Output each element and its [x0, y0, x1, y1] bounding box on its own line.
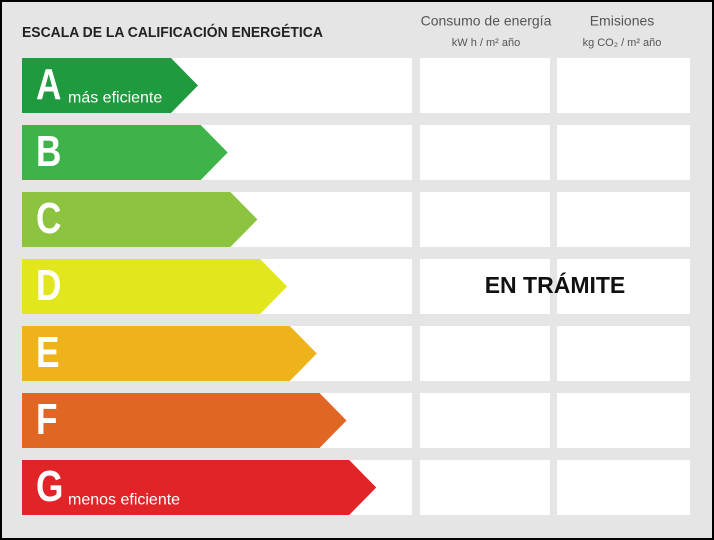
cell	[557, 460, 690, 515]
rating-letter: G	[36, 462, 63, 511]
column-unit: kW h / m² año	[452, 37, 520, 49]
rating-letter: F	[36, 395, 58, 444]
status: EN TRÁMITE	[485, 271, 626, 298]
rating-arrow	[22, 58, 198, 113]
column-title: Consumo de energía	[421, 13, 552, 29]
cell	[420, 326, 550, 381]
cell	[557, 326, 690, 381]
rating-arrow	[22, 460, 377, 515]
rating-arrow	[22, 125, 228, 180]
cell	[420, 58, 550, 113]
cell	[420, 259, 550, 314]
rating-letter: C	[36, 194, 61, 243]
rating-letter: D	[36, 261, 61, 310]
rating-note: menos eficiente	[68, 492, 180, 509]
column-unit: kg CO₂ / m² año	[583, 37, 662, 49]
rating-letter: A	[36, 60, 61, 109]
cell	[557, 125, 690, 180]
column-title: Emisiones	[590, 13, 655, 29]
title: ESCALA DE LA CALIFICACIÓN ENERGÉTICA	[22, 22, 323, 41]
cell	[557, 259, 690, 314]
rating-letter: E	[36, 328, 59, 377]
rating-arrow	[22, 192, 258, 247]
cell	[557, 192, 690, 247]
rating-arrow	[22, 259, 288, 314]
rating-note: más eficiente	[68, 90, 162, 107]
rating-letter: B	[36, 127, 61, 176]
cell	[420, 125, 550, 180]
rating-arrow	[22, 393, 347, 448]
cell	[420, 192, 550, 247]
cell	[557, 58, 690, 113]
cell	[420, 393, 550, 448]
rating-arrow	[22, 326, 317, 381]
cell	[420, 460, 550, 515]
cell	[557, 393, 690, 448]
